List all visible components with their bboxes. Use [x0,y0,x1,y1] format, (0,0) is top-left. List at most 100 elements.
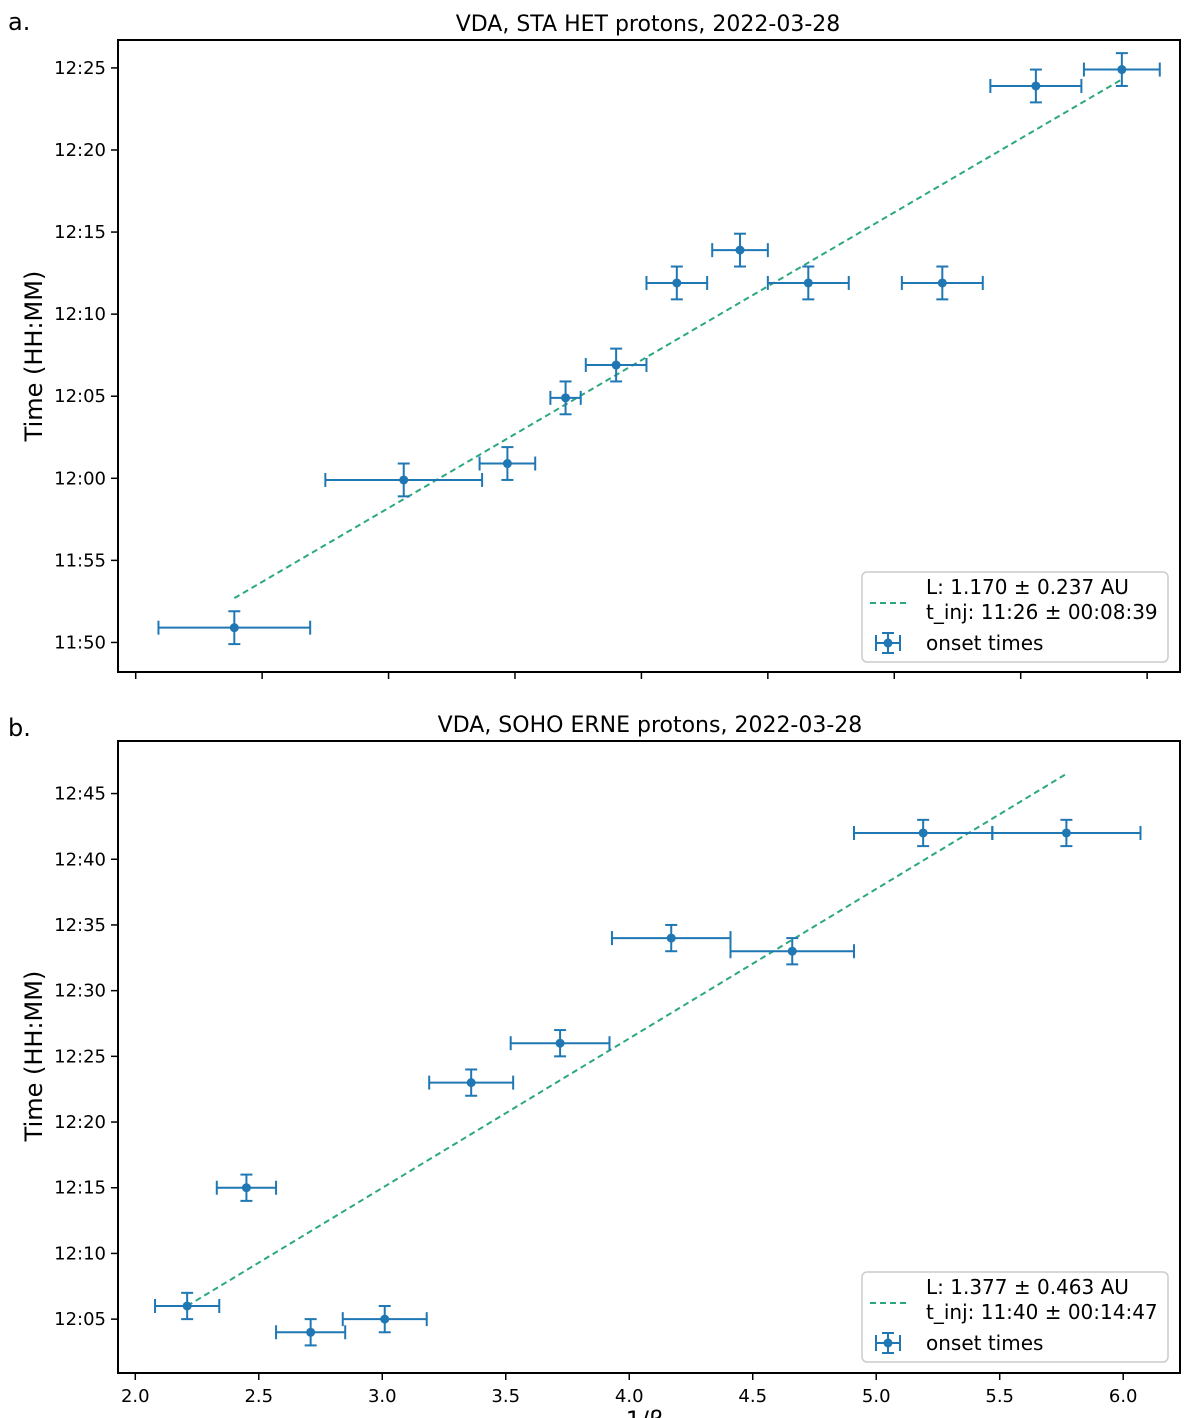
point-marker [787,946,797,956]
legend-box [861,1271,1169,1363]
y-tick-label: 11:55 [54,550,106,571]
legend: L: 1.170 ± 0.237 AU t_inj: 11:26 ± 00:08… [861,571,1169,663]
data-point [324,462,484,498]
data-point [900,265,984,301]
data-point [1082,52,1161,87]
y-ticks: 12:05 12:10 12:15 12:20 12:25 12:30 12:35 12:40… [54,784,118,1330]
x-tick-label: 4.0 [615,1386,644,1407]
data-point [215,1173,278,1202]
legend-points-label: onset times [926,631,1043,655]
data-point [584,347,648,383]
point-marker [672,278,682,288]
point-marker [735,245,745,255]
data-point [766,265,850,301]
data-points [157,52,1161,646]
chart-title: VDA, STA HET protons, 2022-03-28 [456,12,841,37]
panel-a: a. VDA, STA HET protons, 2022-03-28 Time… [8,8,1181,679]
x-axis-label: 1/β [626,1406,665,1418]
point-marker [466,1078,476,1088]
panel-b: b. VDA, SOHO ERNE protons, 2022-03-28 Ti… [8,713,1181,1418]
data-points [154,818,1142,1347]
data-point [989,68,1083,104]
data-point [852,818,994,848]
legend-points-swatch [875,632,901,654]
data-point [154,1291,221,1321]
point-marker [918,828,928,838]
x-tick-label: 2.0 [121,1386,150,1407]
y-tick-label: 12:05 [54,1309,106,1330]
data-point [991,818,1142,848]
legend-fit-line1: L: 1.377 ± 0.463 AU [926,1275,1129,1299]
point-marker [561,393,571,403]
legend-box [861,571,1169,663]
y-tick-label: 12:35 [54,915,106,936]
point-marker [803,278,813,288]
legend-points-label: onset times [926,1331,1043,1355]
data-point [275,1318,347,1347]
plot-frame [117,39,1181,673]
legend-fit-line2: t_inj: 11:26 ± 00:08:39 [926,600,1158,624]
fit-line [233,78,1123,599]
point-marker [380,1314,390,1324]
legend-points-swatch [875,1332,901,1354]
point-marker [399,475,409,485]
panel-label: a. [8,8,30,36]
point-marker [182,1301,192,1311]
x-tick-label: 5.5 [985,1386,1014,1407]
fit-line-group [233,78,1123,599]
x-tick-label: 6.0 [1109,1386,1138,1407]
y-tick-label: 12:05 [54,386,106,407]
point-marker [937,278,947,288]
x-tick-label: 3.5 [491,1386,520,1407]
y-tick-label: 12:40 [54,849,106,870]
point-marker [555,1038,565,1048]
y-tick-label: 12:10 [54,1243,106,1264]
y-axis-label: Time (HH:MM) [20,271,48,443]
x-tick-label: 3.0 [368,1386,397,1407]
chart-title: VDA, SOHO ERNE protons, 2022-03-28 [438,713,863,738]
panel-label: b. [8,714,31,742]
y-tick-label: 12:20 [54,140,106,161]
x-ticks [134,672,1148,679]
data-point [428,1068,515,1097]
y-tick-label: 12:15 [54,222,106,243]
point-marker [502,459,512,469]
x-tick-label: 2.5 [244,1386,273,1407]
legend: L: 1.377 ± 0.463 AU t_inj: 11:40 ± 00:14… [861,1271,1169,1363]
y-ticks: 11:50 11:55 12:00 12:05 12:10 12:15 12:20 12:25 [54,58,118,653]
data-point [645,265,709,301]
y-tick-label: 12:25 [54,58,106,79]
y-tick-label: 12:00 [54,468,106,489]
y-tick-label: 12:20 [54,1112,106,1133]
data-point [711,232,769,268]
fit-line [186,772,1067,1307]
data-point [509,1029,611,1058]
point-marker [1117,65,1127,75]
data-point [549,380,582,416]
x-ticks: 2.0 2.5 3.0 3.5 4.0 4.5 5.0 5.5 6.0 [121,1373,1138,1407]
point-marker [611,360,621,370]
legend-fit-line1: L: 1.170 ± 0.237 AU [926,575,1129,599]
data-point [478,446,537,481]
y-tick-label: 12:10 [54,304,106,325]
point-marker [306,1327,316,1337]
y-tick-label: 11:50 [54,632,106,653]
point-marker [241,1183,251,1193]
data-point [341,1304,428,1334]
point-marker [1061,828,1071,838]
point-marker [1031,81,1041,91]
y-tick-label: 12:15 [54,1178,106,1199]
y-tick-label: 12:25 [54,1046,106,1067]
x-tick-label: 5.0 [862,1386,891,1407]
y-tick-label: 12:45 [54,784,106,805]
data-point [729,937,855,966]
point-marker [666,933,676,943]
legend-fit-line2: t_inj: 11:40 ± 00:14:47 [926,1300,1158,1324]
y-axis-label: Time (HH:MM) [20,971,48,1143]
x-tick-label: 4.5 [738,1386,767,1407]
data-point [610,923,732,953]
y-tick-label: 12:30 [54,981,106,1002]
fit-line-group [186,772,1067,1307]
point-marker [229,623,239,633]
